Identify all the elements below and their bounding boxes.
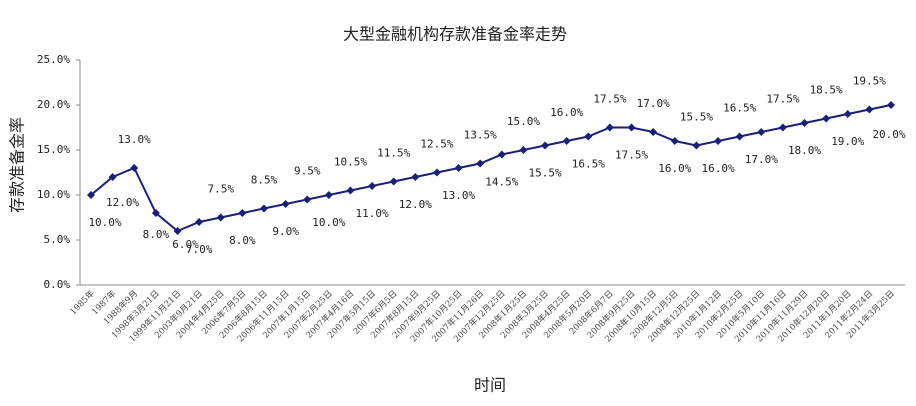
value-label: 7.5%: [207, 183, 234, 196]
value-label: 12.5%: [420, 138, 453, 151]
y-tick-label: 5.0%: [44, 233, 71, 246]
marker: [324, 191, 333, 199]
marker: [562, 137, 571, 145]
value-label: 17.0%: [745, 153, 778, 166]
value-label: 7.0%: [186, 243, 213, 256]
value-label: 19.5%: [853, 75, 886, 88]
value-label: 13.0%: [118, 133, 151, 146]
marker: [195, 218, 204, 226]
y-tick-label: 15.0%: [37, 143, 70, 156]
marker: [238, 209, 247, 217]
value-label: 15.0%: [507, 115, 540, 128]
marker: [800, 119, 809, 127]
value-label: 10.0%: [88, 216, 121, 229]
marker: [259, 204, 268, 213]
marker: [151, 209, 160, 217]
value-label: 18.0%: [788, 144, 821, 157]
marker: [368, 182, 377, 190]
value-label: 16.5%: [572, 158, 605, 171]
marker: [389, 177, 398, 186]
value-label: 8.5%: [251, 174, 278, 187]
value-label: 11.0%: [356, 207, 389, 220]
marker: [411, 173, 420, 181]
value-label: 19.0%: [831, 135, 864, 148]
value-label: 15.5%: [528, 167, 561, 180]
marker: [692, 141, 701, 150]
value-label: 20.0%: [872, 128, 905, 141]
value-label: 17.5%: [593, 93, 626, 106]
y-tick-label: 0.0%: [44, 278, 71, 291]
value-label: 14.5%: [485, 176, 518, 189]
marker: [649, 128, 658, 136]
value-label: 16.0%: [701, 162, 734, 175]
marker: [735, 132, 744, 141]
marker: [670, 137, 679, 145]
value-label: 10.5%: [334, 156, 367, 169]
marker: [865, 105, 874, 114]
value-label: 15.5%: [680, 111, 713, 124]
marker: [108, 173, 117, 181]
marker: [346, 186, 355, 195]
marker: [584, 132, 593, 141]
marker: [605, 123, 614, 132]
marker: [519, 146, 528, 154]
marker: [627, 123, 636, 132]
value-label: 9.0%: [272, 225, 299, 238]
y-tick-label: 25.0%: [37, 53, 70, 66]
marker: [757, 128, 766, 136]
y-axis-label: 存款准备金率: [8, 117, 27, 213]
value-label: 13.5%: [464, 129, 497, 142]
value-label: 16.0%: [658, 162, 691, 175]
marker: [173, 227, 182, 235]
marker: [130, 164, 139, 172]
value-label: 16.5%: [723, 102, 756, 115]
value-label: 17.5%: [766, 93, 799, 106]
marker: [822, 114, 831, 123]
value-label: 17.0%: [637, 97, 670, 110]
line: [90, 104, 892, 233]
value-label: 11.5%: [377, 147, 410, 160]
value-label: 13.0%: [442, 189, 475, 202]
value-label: 17.5%: [615, 149, 648, 162]
value-label: 18.5%: [810, 84, 843, 97]
marker: [303, 195, 312, 204]
value-label: 16.0%: [550, 106, 583, 119]
y-tick-label: 10.0%: [37, 188, 70, 201]
y-tick-label: 20.0%: [37, 98, 70, 111]
x-axis-label: 时间: [474, 376, 506, 395]
value-label: 12.0%: [399, 198, 432, 211]
marker: [87, 191, 95, 199]
value-label: 9.5%: [294, 165, 321, 178]
value-label: 8.0%: [143, 228, 170, 241]
marker: [432, 168, 441, 177]
chart-title: 大型金融机构存款准备金率走势: [343, 25, 567, 44]
value-label: 12.0%: [106, 196, 139, 209]
value-label: 10.0%: [312, 216, 345, 229]
marker: [476, 159, 485, 168]
marker: [497, 150, 506, 159]
marker: [541, 141, 550, 150]
marker: [714, 137, 723, 145]
marker: [454, 164, 463, 172]
value-label: 8.0%: [229, 234, 256, 247]
marker: [887, 101, 895, 109]
value-label: 6.0%: [172, 238, 199, 251]
marker: [281, 200, 290, 208]
marker: [216, 213, 225, 222]
marker: [778, 123, 787, 132]
marker: [843, 110, 852, 118]
